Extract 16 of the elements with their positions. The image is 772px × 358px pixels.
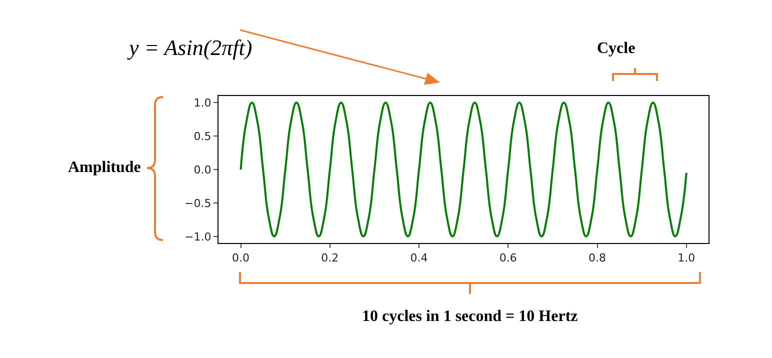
x-tick-label: 0.4	[410, 251, 428, 264]
y-tick-label: −1.0	[184, 230, 212, 244]
x-tick-label: 0.6	[499, 251, 517, 264]
y-tick-label: 1.0	[194, 96, 212, 110]
text: Cycle	[597, 40, 636, 57]
y-tick-label: 0.0	[194, 163, 212, 176]
text: 10 cycles in 1 second = 10 Hertz	[362, 308, 578, 325]
y-tick-label: −0.5	[184, 196, 212, 210]
y-tick-label: 0.5	[194, 130, 212, 143]
text: y = Asin(2πft)	[127, 35, 252, 60]
text: Amplitude	[68, 159, 141, 176]
x-tick-label: 0.2	[321, 251, 339, 264]
x-tick-label: 0.0	[232, 251, 250, 264]
line-series	[240, 102, 688, 238]
x-tick-label: 0.8	[588, 251, 606, 264]
x-tick-label: 1.0	[678, 251, 696, 264]
